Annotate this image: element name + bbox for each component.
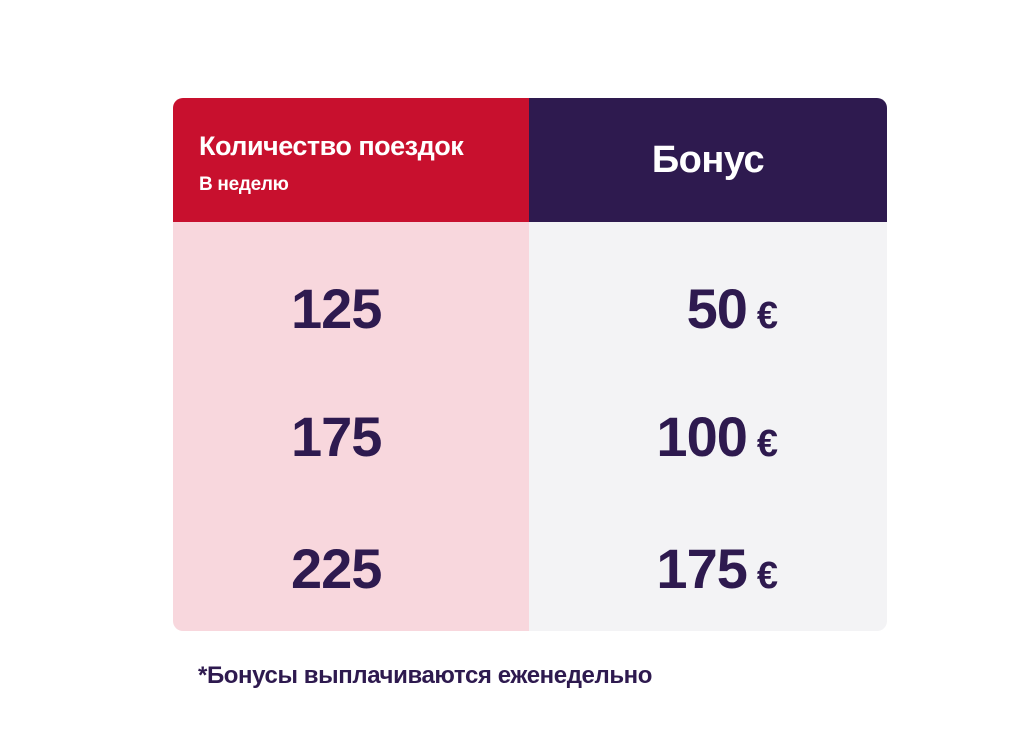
trips-value-row-3: 225 <box>291 537 382 600</box>
bonus-header-title: Бонус <box>651 139 765 181</box>
bonus-value-row-1: 50 € <box>686 276 778 341</box>
bonus-amount: 100 <box>656 405 747 468</box>
bonus-column-header: Бонус <box>529 98 887 222</box>
trips-column-header: Количество поездок В неделю <box>173 98 529 222</box>
euro-sign: € <box>756 555 778 597</box>
trips-header-title: Количество поездок <box>199 131 464 161</box>
footnote: *Бонусы выплачиваются еженедельно <box>198 662 653 689</box>
euro-sign: € <box>756 295 778 337</box>
trips-value-row-2: 175 <box>291 405 382 468</box>
trips-header-subtitle: В неделю <box>199 174 289 195</box>
bonus-table: Количество поездок В неделю 125 175 225 … <box>173 98 887 631</box>
bonus-value-row-2: 100 € <box>656 404 778 469</box>
bonus-amount: 175 <box>656 537 747 600</box>
bonus-value-row-3: 175 € <box>656 536 778 601</box>
trips-value-row-1: 125 <box>291 277 382 340</box>
trips-column: Количество поездок В неделю 125 175 225 <box>173 98 529 631</box>
euro-sign: € <box>756 423 778 465</box>
bonus-amount: 50 <box>686 277 748 340</box>
bonus-column: Бонус 50 € 100 € 175 € <box>529 98 887 631</box>
